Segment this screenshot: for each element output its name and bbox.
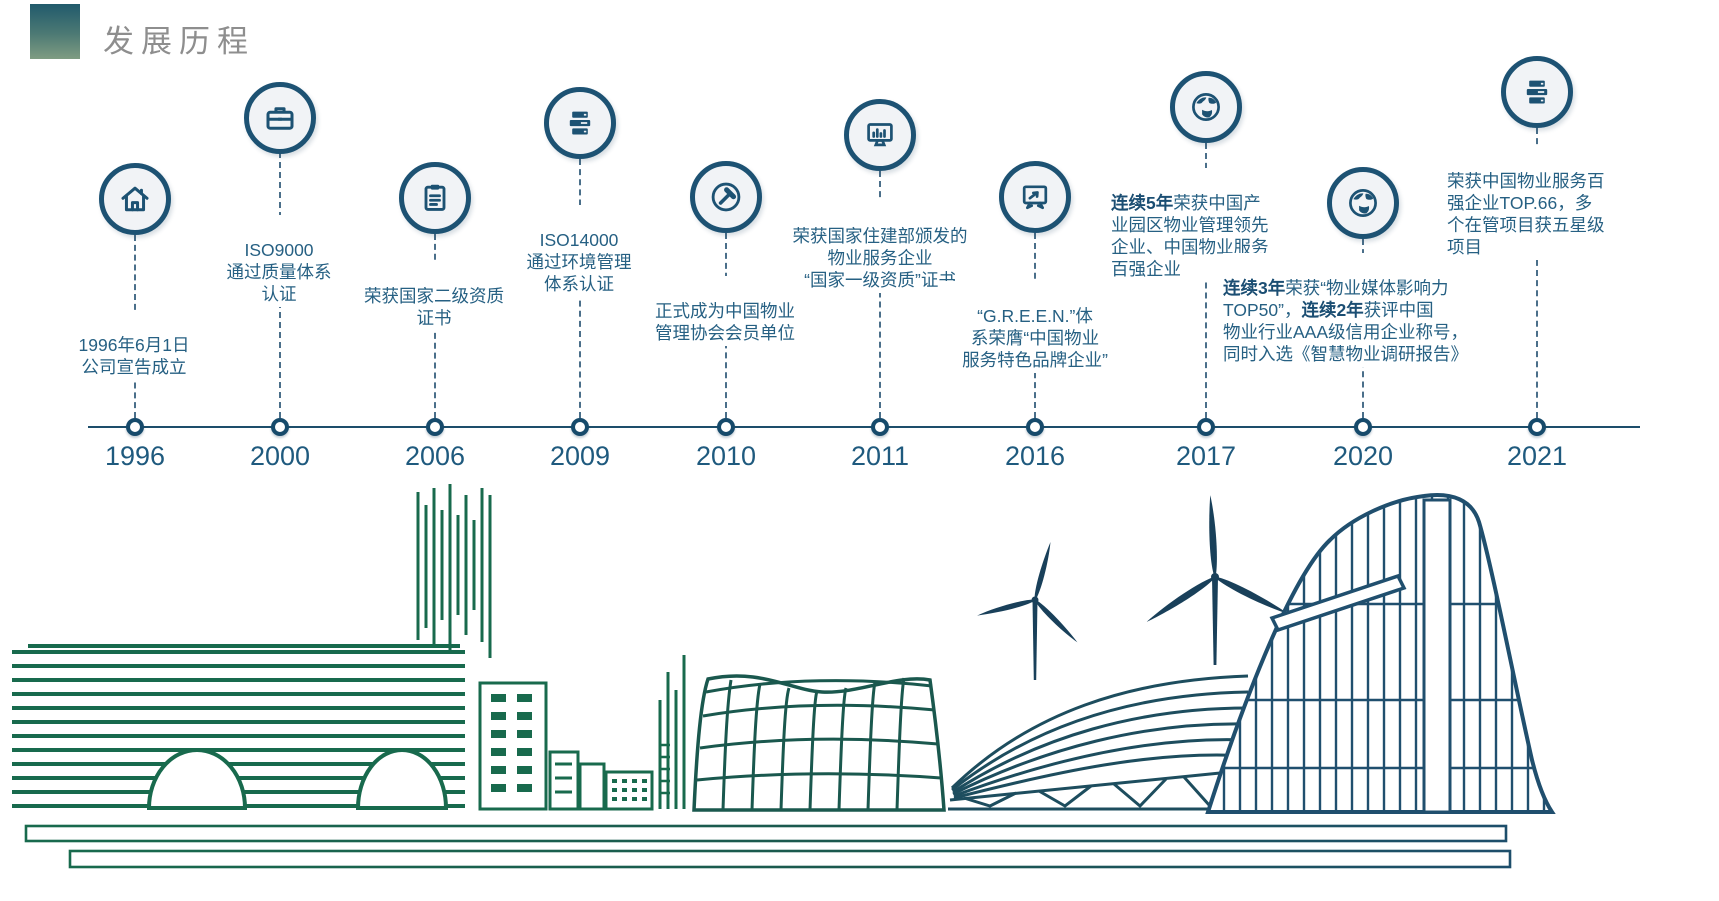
monitor-chart-icon [844,99,916,171]
year-label: 2021 [1506,441,1568,471]
milestone-text-2021: 荣获中国物业服务百 强企业TOP.66，多 个在管项目获五星级 项目 [1447,146,1632,260]
year-label: 2017 [1175,441,1237,471]
gavel-icon [690,161,762,233]
award-frame-icon [999,161,1071,233]
milestone-segment: 荣获中国物业服务百 强企业TOP.66，多 个在管项目获五星级 项目 [1447,171,1605,257]
cityscape-illustration [12,484,1556,869]
sail-building [1205,493,1556,814]
milestone-segment: ISO9000 通过质量体系 认证 [226,240,332,304]
clipboard-icon [399,162,471,234]
timeline-node [571,418,589,436]
milestone-segment: “G.R.E.E.N.”体 系荣膺“中国物业 服务特色品牌企业” [962,306,1108,370]
milestone-text-2011: 荣获国家住建部颁发的 物业服务企业 “国家一级资质”证书 [770,201,990,293]
milestone-segment: 荣获国家住建部颁发的 物业服务企业 “国家一级资质”证书 [792,226,968,290]
year-label: 2020 [1332,441,1394,471]
timeline-node [1197,418,1215,436]
milestone-text-2017: 连续5年荣获中国产 业园区物业管理领先 企业、中国物业服务 百强企业 [1111,168,1306,282]
milestone-segment: 连续2年 [1301,300,1364,320]
milestone-segment: 荣获国家二级资质 证书 [364,286,504,328]
connector-dash [879,171,881,418]
home-icon [99,163,171,235]
briefcase-icon [244,82,316,154]
timeline-node [1528,418,1546,436]
milestone-segment: ISO14000 通过环境管理 体系认证 [526,230,632,294]
year-label: 2009 [549,441,611,471]
milestone-text-2006: 荣获国家二级资质 证书 [344,261,524,331]
server-icon [1501,56,1573,128]
arch-cutout [355,748,449,810]
fan-grid-building [692,674,946,812]
milestone-text-2020: 连续3年荣获“物业媒体影响力 TOP50”，连续2年获评中国 物业行业AAA级信… [1223,253,1505,367]
milestone-segment: 荣获“物业媒体影响力 TOP50”， [1223,278,1449,320]
arch-cutout [146,748,248,810]
page-title: 发展历程 [103,24,255,59]
timeline-node [126,418,144,436]
year-label: 1996 [104,441,166,471]
timeline-node [717,418,735,436]
milestone-segment: 1996年6月1日 公司宣告成立 [78,335,190,377]
year-label: 2016 [1004,441,1066,471]
milestone-text-2009: ISO14000 通过环境管理 体系认证 [504,205,654,297]
timeline-node [426,418,444,436]
wind-turbine [977,495,1289,680]
globe-icon [1170,71,1242,143]
gradient-logo-square [30,4,80,59]
timeline-node [271,418,289,436]
arched-hall [948,674,1254,811]
milestone-text-2010: 正式成为中国物业 管理协会会员单位 [635,276,815,346]
connector-dash [1536,128,1538,418]
year-label: 2000 [249,441,311,471]
year-label: 2010 [695,441,757,471]
striped-highrise [416,484,492,658]
small-buildings [548,655,686,811]
timeline-node [1026,418,1044,436]
server-icon [544,87,616,159]
milestone-segment: 正式成为中国物业 管理协会会员单位 [655,301,795,343]
milestone-text-2016: “G.R.E.E.N.”体 系荣膺“中国物业 服务特色品牌企业” [945,281,1125,373]
milestone-segment: 获评中国 物业行业AAA级信用企业称号， 同时入选《智慧物业调研报告》 [1223,300,1469,364]
timeline-node [1354,418,1372,436]
window-tower [478,681,548,811]
globe-icon [1327,167,1399,239]
base-bars [24,824,1512,869]
year-label: 2006 [404,441,466,471]
milestone-text-2000: ISO9000 通过质量体系 认证 [209,215,349,307]
year-label: 2011 [850,441,910,471]
timeline-axis [88,426,1640,428]
milestone-text-1996: 1996年6月1日 公司宣告成立 [54,310,214,380]
milestone-segment: 连续3年 [1223,278,1286,298]
timeline-node [871,418,889,436]
milestone-segment: 荣获中国产 业园区物业管理领先 企业、中国物业服务 百强企业 [1111,193,1269,279]
milestone-segment: 连续5年 [1111,193,1174,213]
